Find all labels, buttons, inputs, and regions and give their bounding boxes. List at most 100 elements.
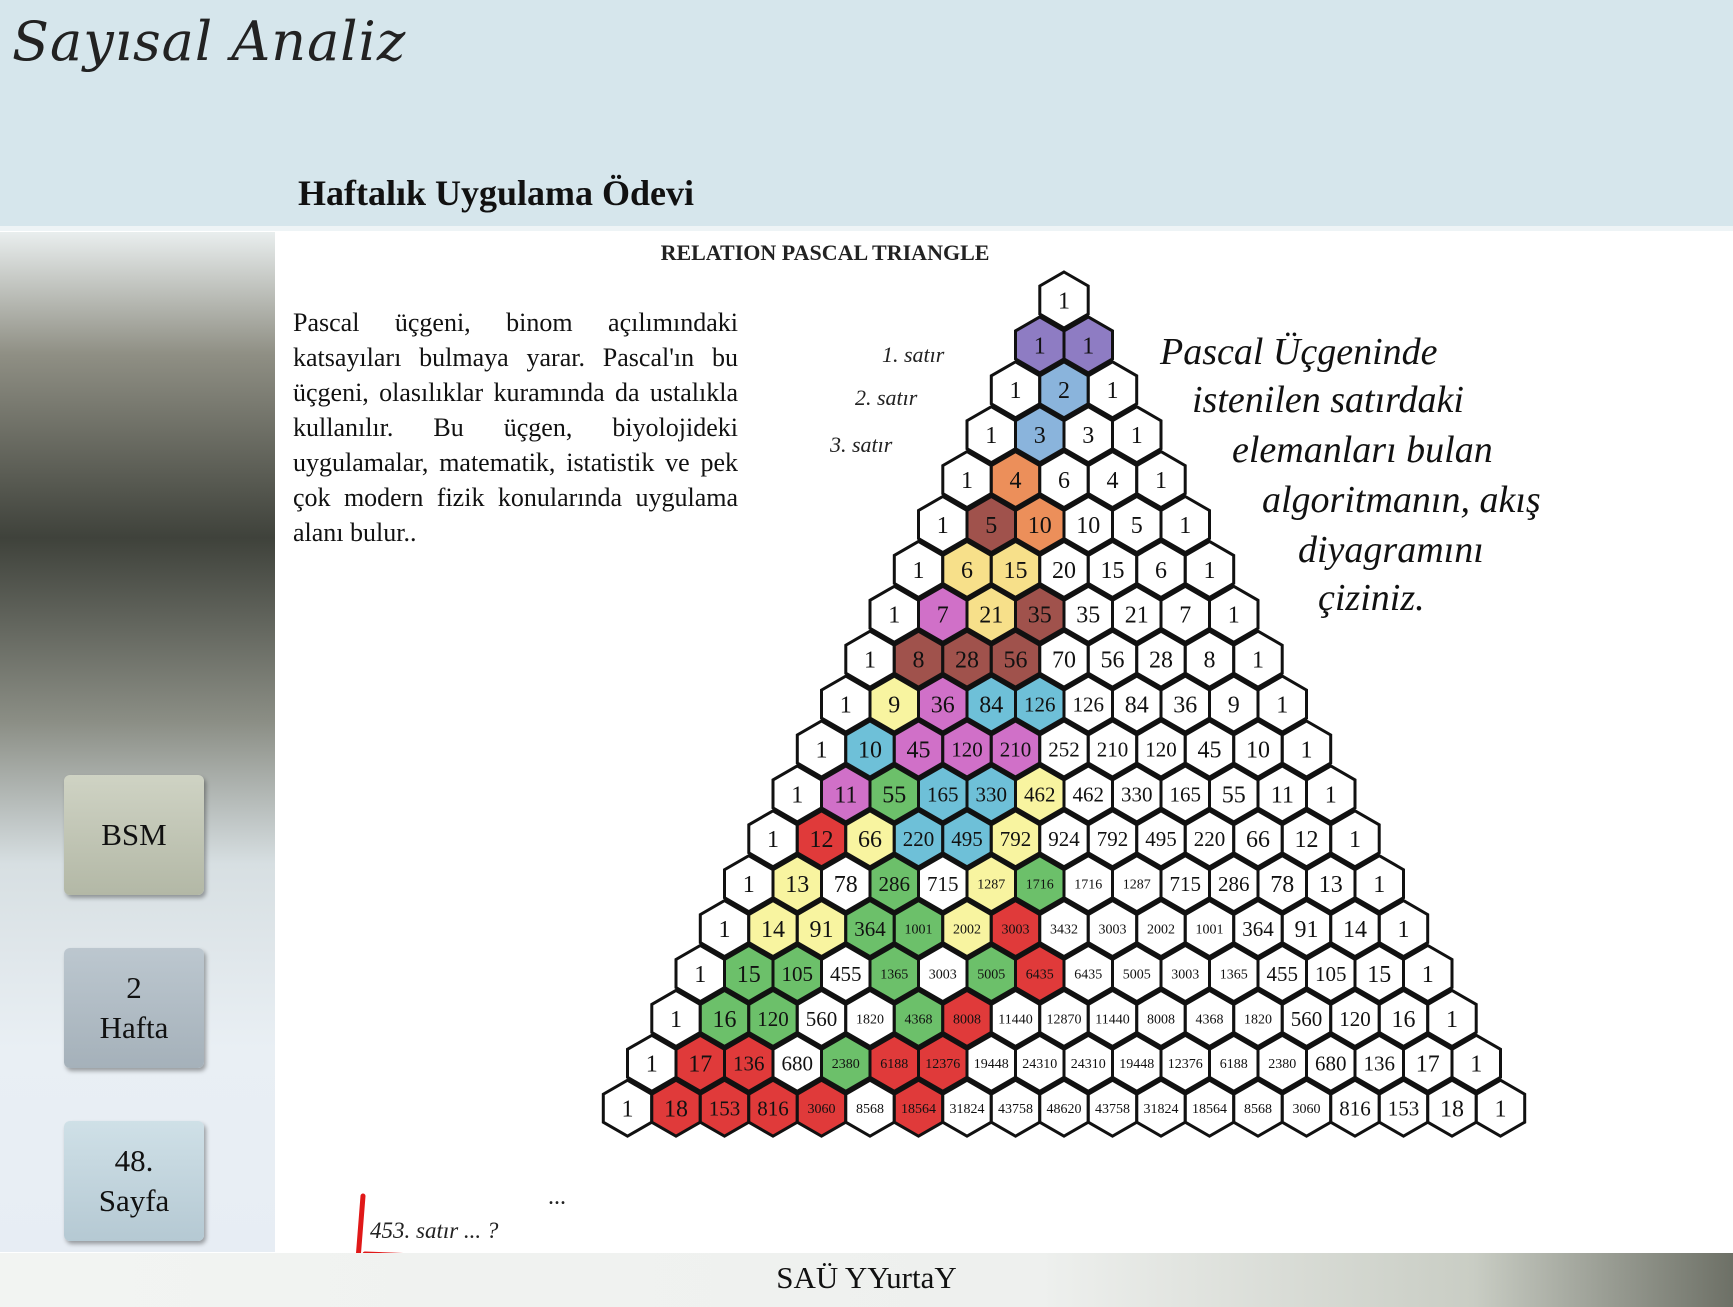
hex-value-r17-c17: 1 <box>1470 1052 1482 1078</box>
hex-value-r15-c12: 455 <box>1267 962 1299 986</box>
hex-value-r12-c2: 66 <box>858 827 882 853</box>
hex-value-r4-c0: 1 <box>961 468 973 494</box>
hex-cell-r7-c7 <box>1208 584 1260 645</box>
hex-value-r14-c9: 2002 <box>1147 923 1175 938</box>
hex-value-r9-c0: 1 <box>840 693 852 719</box>
task-line-4: algoritmanın, akış <box>1262 479 1541 521</box>
hex-value-r11-c9: 55 <box>1222 782 1246 808</box>
hex-value-r18-c5: 8568 <box>856 1102 884 1117</box>
hex-value-r10-c4: 210 <box>1000 737 1032 761</box>
hex-value-r14-c1: 14 <box>761 917 785 943</box>
hex-value-r15-c0: 1 <box>694 962 706 988</box>
hex-value-r7-c5: 21 <box>1125 603 1149 629</box>
hex-value-r18-c12: 18564 <box>1192 1102 1227 1117</box>
hex-value-r12-c6: 924 <box>1048 827 1080 851</box>
hex-cell-r3-c3 <box>1111 404 1163 465</box>
hex-value-r18-c4: 3060 <box>808 1102 836 1117</box>
hex-value-r3-c1: 3 <box>1034 423 1046 449</box>
hex-cell-r12-c12 <box>1329 809 1381 869</box>
hex-cell-r1-c1 <box>1062 315 1114 375</box>
hex-value-r15-c2: 105 <box>782 962 814 986</box>
hex-value-r16-c6: 8008 <box>953 1012 981 1027</box>
hex-value-r4-c3: 4 <box>1107 468 1119 494</box>
page-button[interactable]: 48. Sayfa <box>64 1121 204 1241</box>
bsm-button[interactable]: BSM <box>64 775 204 895</box>
hex-value-r7-c7: 1 <box>1228 603 1240 629</box>
hex-value-r18-c6: 18564 <box>901 1102 936 1117</box>
week-button[interactable]: 2 Hafta <box>64 948 204 1068</box>
hex-value-r12-c1: 12 <box>810 827 834 853</box>
hex-value-r7-c4: 35 <box>1076 603 1100 629</box>
hex-value-r12-c3: 220 <box>903 827 935 851</box>
hex-value-r13-c5: 1287 <box>977 878 1005 893</box>
hex-value-r11-c7: 330 <box>1121 782 1153 806</box>
hex-value-r5-c2: 10 <box>1028 513 1052 539</box>
hex-value-r6-c2: 15 <box>1004 558 1028 584</box>
hex-value-r12-c7: 792 <box>1097 827 1129 851</box>
hex-value-r18-c9: 48620 <box>1047 1102 1082 1117</box>
hex-value-r12-c9: 220 <box>1194 827 1226 851</box>
hex-value-r1-c1: 1 <box>1082 333 1094 359</box>
week-label: Hafta <box>99 1010 169 1045</box>
hex-value-r17-c7: 19448 <box>974 1057 1009 1072</box>
task-text: Pascal Üçgeninde istenilen satırdaki ele… <box>1159 331 1541 619</box>
hex-value-r9-c6: 84 <box>1125 693 1149 719</box>
header-divider <box>0 226 1733 231</box>
hex-value-r5-c1: 5 <box>985 513 997 539</box>
hex-value-r16-c12: 1820 <box>1244 1012 1272 1027</box>
hex-value-r15-c8: 6435 <box>1074 967 1102 982</box>
hex-value-r13-c2: 78 <box>834 872 858 898</box>
page-number: 48. <box>114 1143 154 1178</box>
hex-value-r10-c7: 120 <box>1145 737 1177 761</box>
hex-value-r14-c6: 3003 <box>1002 923 1030 938</box>
hex-value-r14-c12: 91 <box>1295 917 1319 943</box>
hex-value-r17-c1: 17 <box>688 1052 712 1078</box>
hex-value-r8-c3: 56 <box>1004 648 1028 674</box>
hex-value-r8-c0: 1 <box>864 648 876 674</box>
hex-value-r17-c2: 136 <box>733 1052 765 1076</box>
hex-value-r18-c16: 153 <box>1388 1097 1420 1121</box>
hex-value-r16-c14: 120 <box>1339 1007 1371 1031</box>
hex-value-r13-c3: 286 <box>879 872 911 896</box>
hex-value-r18-c7: 31824 <box>950 1102 985 1117</box>
hex-value-r14-c8: 3003 <box>1099 923 1127 938</box>
hex-value-r3-c2: 3 <box>1082 423 1094 449</box>
hex-value-r15-c6: 5005 <box>977 967 1005 982</box>
hex-value-r17-c15: 136 <box>1364 1052 1396 1076</box>
hex-value-r6-c4: 15 <box>1101 558 1125 584</box>
hex-value-r12-c10: 66 <box>1246 827 1270 853</box>
hex-value-r11-c2: 55 <box>882 782 906 808</box>
hex-value-r13-c4: 715 <box>927 872 959 896</box>
hex-value-r8-c6: 28 <box>1149 648 1173 674</box>
hex-value-r10-c6: 210 <box>1097 737 1129 761</box>
task-line-1: Pascal Üçgeninde <box>1159 331 1438 373</box>
task-line-2: istenilen satırdaki <box>1192 379 1464 421</box>
hex-grid: 11 11 2 11 3 3 11 4 6 4 11 5 10 10 5 11 6 15 20 15 6 11 7 21 35 3… <box>601 270 1527 1138</box>
row-label-3: 3. satır <box>829 432 893 457</box>
hex-value-r9-c2: 36 <box>931 693 955 719</box>
hex-value-r9-c1: 9 <box>888 693 900 719</box>
hex-value-r6-c6: 1 <box>1204 558 1216 584</box>
hex-value-r8-c4: 70 <box>1052 648 1076 674</box>
hex-value-r7-c6: 7 <box>1179 603 1191 629</box>
hex-value-r12-c11: 12 <box>1295 827 1319 853</box>
hex-value-r16-c0: 1 <box>670 1007 682 1033</box>
hex-value-r15-c7: 6435 <box>1026 967 1054 982</box>
hex-value-r10-c0: 1 <box>816 737 828 763</box>
hex-value-r13-c13: 1 <box>1373 872 1385 898</box>
hex-value-r11-c4: 330 <box>976 782 1008 806</box>
hex-cell-r9-c9 <box>1256 674 1308 734</box>
hex-value-r14-c10: 1001 <box>1196 923 1224 938</box>
hex-value-r18-c15: 816 <box>1339 1097 1371 1121</box>
hex-value-r11-c6: 462 <box>1073 782 1105 806</box>
hex-cell-r14-c14 <box>1377 898 1430 959</box>
hex-value-r16-c15: 16 <box>1392 1007 1416 1033</box>
hex-value-r15-c10: 3003 <box>1171 967 1199 982</box>
hex-value-r17-c10: 19448 <box>1119 1057 1154 1072</box>
hex-value-r7-c2: 21 <box>979 603 1003 629</box>
hex-value-r13-c8: 1287 <box>1123 878 1151 893</box>
hex-cell-r18-c18 <box>1474 1078 1527 1138</box>
hex-value-r16-c16: 1 <box>1446 1007 1458 1033</box>
hex-value-r16-c4: 1820 <box>856 1012 884 1027</box>
hex-value-r9-c3: 84 <box>979 693 1003 719</box>
